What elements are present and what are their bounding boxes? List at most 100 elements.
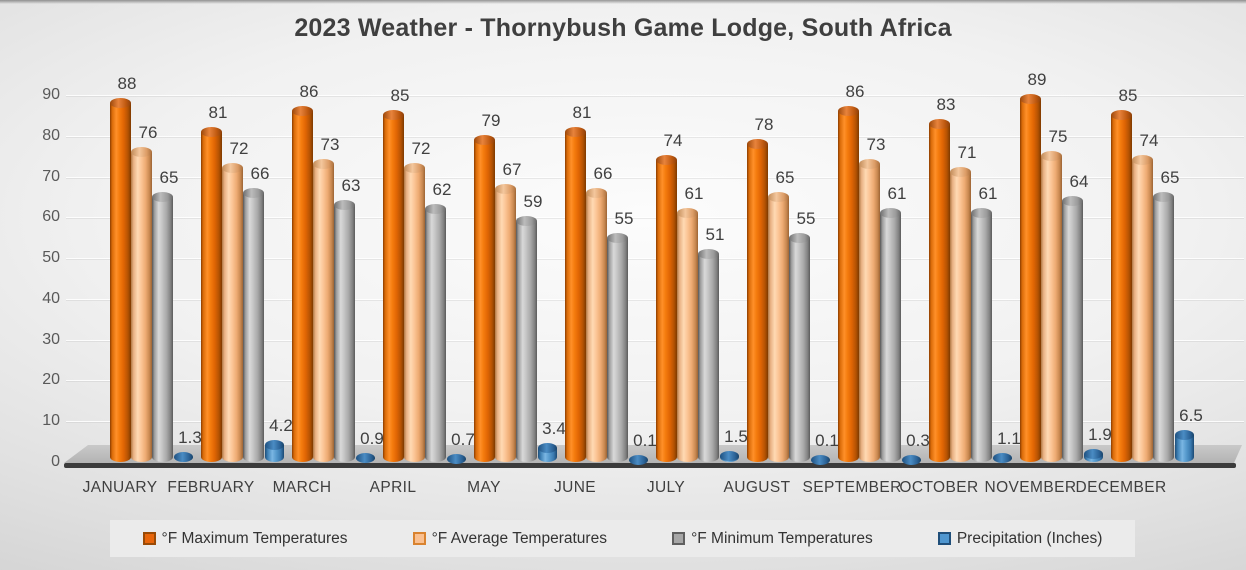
min-bar-january (151, 192, 173, 462)
x-axis-label-december: DECEMBER (1075, 479, 1167, 496)
precip-bar-march (355, 453, 375, 463)
legend-item-precip: Precipitation (Inches) (937, 529, 1103, 548)
y-axis-tick-label: 20 (42, 371, 60, 389)
max-value-label: 86 (299, 82, 319, 101)
cylinder-top (1152, 192, 1174, 202)
legend-swatch-precip (937, 532, 951, 545)
max-value-label: 83 (936, 95, 956, 114)
precip-value-label: 4.2 (269, 416, 293, 435)
gridline (66, 217, 1244, 219)
max-value-label: 81 (572, 103, 592, 122)
min-value-label: 64 (1069, 172, 1089, 191)
cylinder-top (628, 455, 648, 465)
precip-bar-april (446, 454, 466, 464)
precip-bar-january (173, 452, 193, 462)
avg-bar-june (585, 188, 607, 462)
legend-item-avg: °F Average Temperatures (412, 530, 607, 548)
y-axis-tick-label: 40 (42, 289, 60, 307)
min-value-label: 55 (796, 209, 816, 228)
x-axis-label-april: APRIL (369, 479, 417, 496)
max-value-label: 81 (208, 103, 228, 122)
precip-bar-december (1174, 430, 1194, 462)
legend-label-precip: Precipitation (Inches) (956, 529, 1103, 547)
min-value-label: 59 (523, 192, 543, 211)
cylinder-top (1131, 155, 1153, 165)
gridline (66, 339, 1244, 341)
cylinder-top (291, 106, 313, 116)
avg-value-label: 65 (775, 168, 795, 187)
cylinder-top (676, 208, 698, 218)
cylinder-top (130, 147, 152, 157)
precip-bar-september (901, 455, 921, 465)
cylinder-top (446, 454, 466, 464)
x-axis-label-may: MAY (467, 479, 501, 496)
gridline (66, 380, 1244, 382)
y-axis-tick-label: 30 (42, 330, 60, 348)
precip-bar-august (810, 455, 830, 465)
cylinder-top (858, 159, 880, 169)
cylinder-top (333, 200, 355, 210)
chart-title: 2023 Weather - Thornybush Game Lodge, So… (294, 14, 952, 42)
avg-value-label: 61 (684, 184, 704, 203)
cylinder-top (1061, 196, 1083, 206)
precip-value-label: 1.5 (724, 427, 748, 446)
x-axis-label-september: SEPTEMBER (802, 479, 902, 496)
min-bar-october (970, 208, 992, 462)
cylinder-top (879, 208, 901, 218)
cylinder-top (537, 443, 557, 453)
avg-bar-september (858, 159, 880, 462)
x-axis-label-october: OCTOBER (899, 479, 979, 496)
gridline (66, 135, 1244, 137)
legend-label-max: °F Maximum Temperatures (161, 529, 348, 547)
cylinder-top (242, 188, 264, 198)
avg-value-label: 72 (229, 139, 249, 158)
precip-value-label: 0.1 (815, 431, 839, 450)
max-value-label: 86 (845, 82, 865, 101)
min-value-label: 63 (341, 176, 361, 195)
avg-value-label: 75 (1048, 127, 1068, 146)
precip-bar-june (628, 455, 648, 465)
cylinder-top (382, 110, 404, 120)
y-axis-tick-label: 80 (42, 126, 60, 144)
precip-bar-november (1083, 449, 1103, 462)
cylinder-top (767, 192, 789, 202)
x-axis-label-march: MARCH (272, 479, 332, 496)
min-bar-september (879, 208, 901, 462)
legend-swatch-avg (412, 532, 426, 545)
min-bar-june (606, 233, 628, 462)
cylinder-top (970, 208, 992, 218)
x-axis-label-february: FEBRUARY (167, 479, 255, 496)
min-value-label: 55 (614, 209, 634, 228)
max-value-label: 89 (1027, 70, 1047, 89)
x-axis-label-november: NOVEMBER (984, 479, 1077, 496)
cylinder-top (1019, 94, 1041, 104)
max-value-label: 85 (1118, 86, 1138, 105)
gridline (66, 258, 1244, 260)
legend-swatch-max (142, 532, 156, 545)
gridline (66, 298, 1244, 300)
min-value-label: 51 (705, 225, 725, 244)
min-value-label: 65 (159, 168, 179, 187)
cylinder-top (494, 184, 516, 194)
cylinder-top (424, 204, 446, 214)
cylinder-top (1110, 110, 1132, 120)
precip-value-label: 0.1 (633, 431, 657, 450)
min-bar-july (697, 249, 719, 462)
y-axis-tick-label: 90 (42, 86, 60, 103)
cylinder-top (173, 452, 193, 462)
cylinder-top (606, 233, 628, 243)
avg-value-label: 76 (138, 123, 158, 142)
cylinder-top (746, 139, 768, 149)
legend: °F Maximum Temperatures °F Average Temper… (110, 520, 1135, 557)
precip-value-label: 1.1 (997, 429, 1021, 448)
gridline (66, 176, 1244, 178)
cylinder-top (1174, 430, 1194, 440)
gridline (66, 95, 1244, 96)
max-value-label: 74 (663, 131, 683, 150)
x-axis-label-july: JULY (646, 479, 686, 496)
avg-bar-april (403, 163, 425, 462)
max-bar-may (473, 135, 495, 462)
x-axis-label-august: AUGUST (723, 479, 791, 496)
precip-bar-july (719, 451, 739, 462)
